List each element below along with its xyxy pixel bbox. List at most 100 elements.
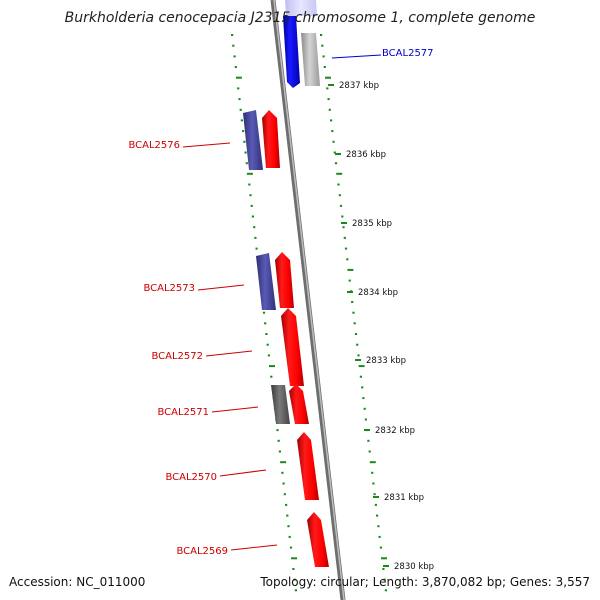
gc-dot-left <box>250 204 253 207</box>
gc-dot-right <box>321 44 324 47</box>
gc-dot-right <box>339 204 343 207</box>
gc-dot-left <box>276 429 279 432</box>
gc-dot-left <box>234 66 237 68</box>
backbone <box>270 0 346 600</box>
gc-dot-left <box>244 151 247 154</box>
gc-dot-left <box>253 226 256 229</box>
genome-summary: Topology: circular; Length: 3,870,082 bp… <box>260 575 590 589</box>
gc-dot-left <box>291 557 298 560</box>
gene-label[interactable]: BCAL2569 <box>176 546 228 557</box>
scale-tick-mark <box>373 496 379 498</box>
gc-dot-right <box>351 301 354 303</box>
gc-dot-right <box>336 172 343 175</box>
gc-dot-right <box>347 268 354 271</box>
gc-dot-left <box>281 471 284 474</box>
gc-dot-right <box>331 130 334 133</box>
gc-dot-right <box>379 546 382 549</box>
scale-tick-mark <box>383 565 389 567</box>
gc-dot-left <box>245 162 248 165</box>
gc-dot-left <box>251 215 254 218</box>
gc-dot-right <box>359 375 362 378</box>
gene-label-leader <box>331 54 382 59</box>
gc-dot-right <box>326 87 329 90</box>
gene-bcal2576-reverse <box>243 110 263 170</box>
gc-dot-right <box>378 535 381 538</box>
scale-tick-mark <box>341 222 347 224</box>
gc-dot-right <box>354 333 358 335</box>
gc-dot-right <box>341 215 344 218</box>
gene-label[interactable]: BCAL2570 <box>165 472 217 483</box>
gene-label[interactable]: BCAL2572 <box>151 351 203 362</box>
gene-bcal2577 <box>283 16 300 88</box>
scale-ticks: 2837 kbp 2836 kbp 2835 kbp 2834 kbp 2833 kbp… <box>328 81 434 572</box>
gc-dot-left <box>248 183 251 186</box>
gene-label[interactable]: BCAL2576 <box>128 140 180 151</box>
gc-dot-left <box>285 503 288 506</box>
gc-dot-left <box>266 343 269 346</box>
gene-bcal2573-reverse <box>256 253 276 310</box>
scale-tick-mark <box>335 153 341 155</box>
gene-bcal2572 <box>281 308 304 386</box>
gc-dot-right <box>361 386 364 389</box>
scale-tick-mark <box>355 359 361 361</box>
gc-dot-right <box>352 311 355 314</box>
gc-dot-left <box>242 130 245 133</box>
scale-tick-label: 2836 kbp <box>346 150 386 160</box>
gc-dot-right <box>362 397 365 400</box>
gc-dot-left <box>270 375 273 378</box>
scale-tick-label: 2832 kbp <box>375 426 415 436</box>
gc-dot-right <box>323 66 326 68</box>
gc-dot-right <box>343 236 346 239</box>
gc-dot-left <box>293 578 296 581</box>
gc-dot-left <box>288 535 291 538</box>
gc-dot-left <box>277 439 280 442</box>
gc-dot-right <box>369 461 376 464</box>
gene-label-leader <box>205 350 253 357</box>
gc-dot-left <box>278 450 281 453</box>
gc-dot-left <box>254 236 257 239</box>
gc-dot-right <box>368 450 371 453</box>
gc-dot-left <box>286 514 289 517</box>
gc-dot-right <box>333 151 336 154</box>
gc-dot-left <box>255 247 258 250</box>
gene-label-leaders: BCAL2577 BCAL2576 BCAL2573 BCAL2572 BCAL2571… <box>128 48 433 557</box>
gene-label[interactable]: BCAL2573 <box>143 283 195 294</box>
scale-tick-label: 2831 kbp <box>384 493 424 503</box>
gene-bcal2571-reverse <box>271 385 290 424</box>
scale-tick-mark <box>328 84 334 86</box>
gene-bcal2571-forward <box>289 384 309 424</box>
gc-dot-left <box>243 140 246 143</box>
gene-bcal2573-forward <box>275 252 294 308</box>
gc-dot-right <box>325 76 331 79</box>
gc-dot-right <box>372 482 375 485</box>
gene-label[interactable]: BCAL2577 <box>382 48 434 59</box>
gc-dot-left <box>235 76 242 79</box>
gc-dot-right <box>327 98 330 101</box>
gc-dot-left <box>262 311 266 314</box>
gene-faint-top <box>285 0 317 16</box>
gc-dot-right <box>338 194 341 197</box>
gc-dot-right <box>373 493 376 496</box>
gc-dot-left <box>294 589 297 592</box>
gc-dot-left <box>233 55 236 58</box>
gc-dot-right <box>384 589 387 592</box>
gene-label-leader <box>230 544 278 551</box>
scale-tick-mark <box>364 429 370 431</box>
gc-dot-right <box>371 471 374 474</box>
gc-dot-left <box>283 493 286 496</box>
gc-dot-right <box>363 407 366 410</box>
gc-dot-left <box>237 87 240 90</box>
gc-dot-right <box>374 503 377 506</box>
gc-dot-right <box>357 354 360 357</box>
scale-tick-label: 2833 kbp <box>366 356 406 366</box>
gc-dot-left <box>264 322 267 325</box>
gene-label[interactable]: BCAL2571 <box>157 407 209 418</box>
gc-dot-left <box>246 172 253 175</box>
gc-dot-left <box>289 546 293 549</box>
gc-dot-right <box>353 322 356 325</box>
gc-dot-left <box>238 98 241 101</box>
gc-dot-left <box>249 194 252 197</box>
gene-track <box>243 0 329 567</box>
gc-dot-left <box>240 119 243 122</box>
